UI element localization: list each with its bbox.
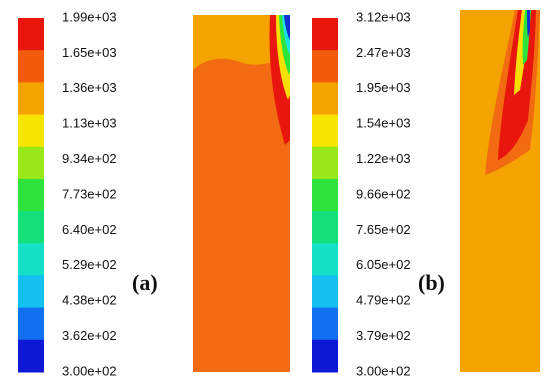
colorbar-segment — [18, 114, 44, 148]
colorbar-segment — [18, 178, 44, 212]
colorbar-segment — [18, 339, 44, 373]
colorbar-label: 3.62e+02 — [62, 328, 117, 343]
panel-label: (a) — [132, 270, 158, 295]
colorbar-segment — [312, 339, 338, 373]
colorbar-label: 9.66e+02 — [356, 186, 411, 201]
colorbar-label: 2.47e+03 — [356, 45, 411, 60]
colorbar-label: 1.13e+03 — [62, 116, 117, 131]
colorbar-segment — [18, 307, 44, 341]
colorbar-segment — [18, 50, 44, 83]
colorbar-label: 9.34e+02 — [62, 151, 117, 166]
colorbar-label: 4.38e+02 — [62, 293, 117, 308]
colorbar-segment — [312, 211, 338, 244]
colorbar-segment — [312, 307, 338, 341]
colorbar-segment — [312, 275, 338, 309]
colorbar-segment — [312, 243, 338, 276]
colorbar-label: 3.00e+02 — [356, 363, 411, 378]
colorbar-segment — [312, 178, 338, 212]
colorbar-segment — [18, 146, 44, 180]
colorbar-segment — [312, 82, 338, 116]
colorbar-segment — [312, 50, 338, 83]
contour-a — [193, 15, 290, 372]
colorbar-segment — [18, 18, 44, 51]
contour-b — [460, 10, 540, 372]
colorbar-label: 4.79e+02 — [356, 293, 411, 308]
colorbar-label: 3.12e+03 — [356, 9, 411, 24]
colorbar-label: 1.65e+03 — [62, 45, 117, 60]
colorbar-label: 6.40e+02 — [62, 222, 117, 237]
colorbar-segment — [18, 243, 44, 276]
colorbar-segment — [312, 146, 338, 180]
colorbar-label: 3.79e+02 — [356, 328, 411, 343]
colorbar-segment — [18, 82, 44, 116]
colorbar-label: 1.22e+03 — [356, 151, 411, 166]
colorbar-segment — [18, 211, 44, 244]
colorbar-label: 6.05e+02 — [356, 257, 411, 272]
colorbar-label: 1.99e+03 — [62, 9, 117, 24]
colorbar-label: 5.29e+02 — [62, 257, 117, 272]
colorbar-label: 1.36e+03 — [62, 80, 117, 95]
colorbar-label: 1.95e+03 — [356, 80, 411, 95]
colorbar-segment — [312, 114, 338, 148]
colorbar-segment — [312, 18, 338, 51]
colorbar-segment — [18, 275, 44, 309]
colorbar-label: 1.54e+03 — [356, 116, 411, 131]
colorbar-label: 3.00e+02 — [62, 363, 117, 378]
panel-label: (b) — [418, 270, 445, 295]
colorbar-label: 7.73e+02 — [62, 186, 117, 201]
colorbar-label: 7.65e+02 — [356, 222, 411, 237]
